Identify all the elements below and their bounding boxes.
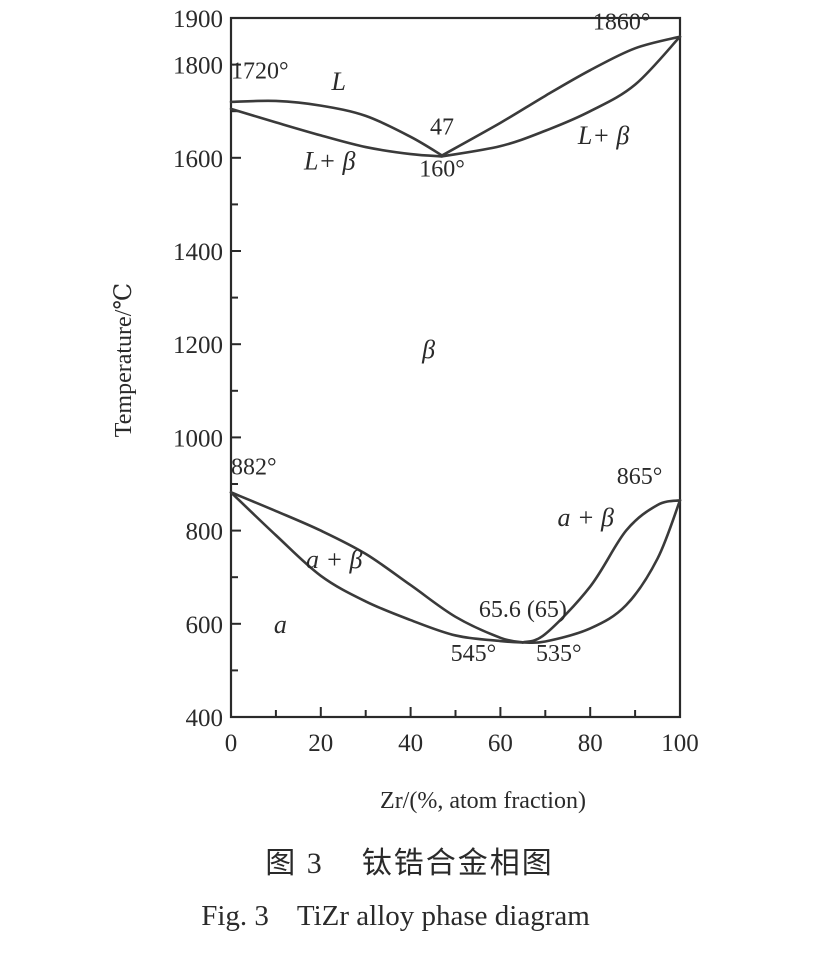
- x-tick-label: 60: [488, 730, 513, 757]
- phase-boundary-line-0: [229, 99, 444, 157]
- y-tick-label: 1000: [173, 425, 223, 452]
- phase-boundary-line-4: [229, 491, 525, 644]
- phase-boundary-line-1: [229, 107, 444, 158]
- phase-diagram-chart: 0 20 40 60 80 100 400 600 800 1000 1200 1400 1600 180…: [111, 6, 699, 814]
- region-label: a + β: [306, 545, 363, 574]
- chart-labels: 0 20 40 60 80 100 400 600 800 1000 1200 1400 1600 180…: [173, 6, 699, 757]
- caption-chinese: 图 3 钛锆合金相图: [0, 838, 819, 882]
- point-annotation: 47: [430, 115, 454, 141]
- y-tick-label: 1400: [173, 239, 223, 266]
- caption-cn-title: 钛锆合金相图: [361, 847, 554, 880]
- y-tick-label: 800: [186, 519, 224, 546]
- point-annotation: 1860°: [593, 10, 651, 36]
- y-axis-label: Temperature/℃: [111, 283, 137, 437]
- axis-ticks: [230, 17, 681, 718]
- y-tick-label: 1900: [173, 6, 223, 33]
- caption-english: Fig. 3 TiZr alloy phase diagram: [0, 900, 819, 933]
- caption-en-number: Fig. 3: [201, 900, 269, 932]
- point-annotation: 545°: [451, 641, 497, 667]
- region-label: a + β: [557, 503, 614, 532]
- x-tick-label: 20: [308, 730, 333, 757]
- point-annotation: 1720°: [231, 59, 289, 85]
- region-label: L+ β: [577, 121, 630, 150]
- phase-boundary-line-5: [229, 491, 525, 644]
- phase-boundary-line-3: [440, 35, 682, 158]
- region-label: L+ β: [303, 146, 356, 175]
- y-tick-label: 1600: [173, 146, 223, 173]
- phase-boundaries: [229, 35, 682, 645]
- phase-boundary-line-6: [521, 499, 682, 644]
- x-tick-label: 100: [661, 730, 699, 757]
- y-tick-label: 1200: [173, 332, 223, 359]
- region-label: β: [421, 335, 435, 364]
- caption-en-title: TiZr alloy phase diagram: [296, 900, 590, 932]
- phase-boundary-line-7: [521, 499, 682, 645]
- region-label: L: [331, 67, 346, 96]
- y-tick-label: 400: [186, 705, 224, 732]
- caption-cn-number: 图 3: [265, 847, 324, 880]
- phase-boundary-line-2: [440, 35, 682, 157]
- point-annotation: 882°: [231, 455, 277, 481]
- y-tick-label: 1800: [173, 53, 223, 80]
- y-tick-label: 600: [186, 612, 224, 639]
- x-tick-label: 40: [398, 730, 423, 757]
- x-tick-label: 0: [225, 730, 238, 757]
- x-tick-label: 80: [578, 730, 603, 757]
- point-annotation: 865°: [617, 464, 663, 490]
- point-annotation: 160°: [419, 156, 465, 182]
- region-label: a: [274, 610, 287, 639]
- point-annotation: 535°: [536, 641, 582, 667]
- x-axis-label: Zr/(%, atom fraction): [380, 788, 586, 814]
- point-annotation: 65.6 (65): [479, 597, 567, 623]
